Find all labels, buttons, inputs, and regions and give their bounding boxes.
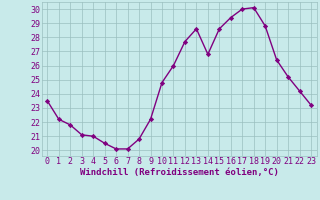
X-axis label: Windchill (Refroidissement éolien,°C): Windchill (Refroidissement éolien,°C) xyxy=(80,168,279,177)
